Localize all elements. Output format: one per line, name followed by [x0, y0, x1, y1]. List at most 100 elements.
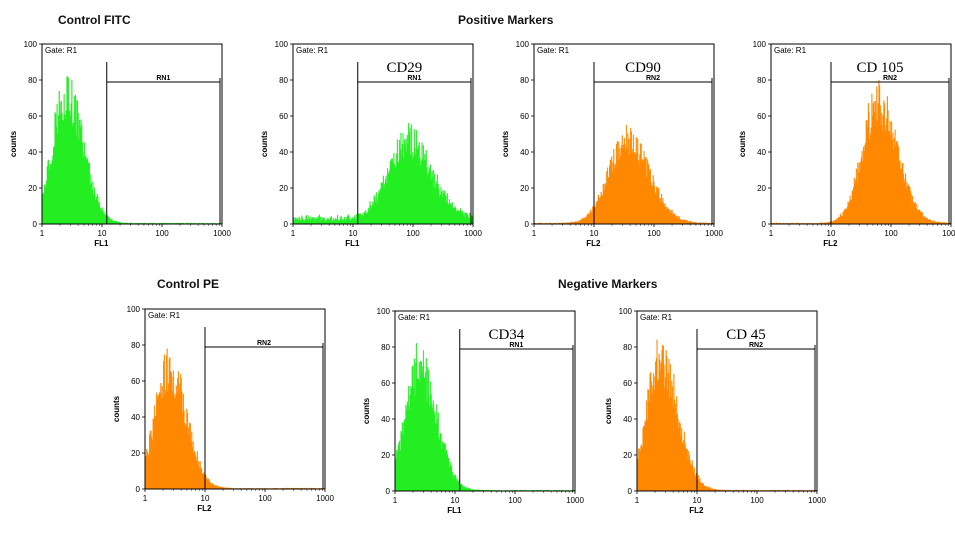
y-tick-label: 40	[381, 415, 390, 424]
y-tick-label: 60	[757, 112, 766, 121]
region-label: RN2	[646, 75, 660, 82]
x-axis-label: FL2	[586, 239, 601, 248]
x-tick-label: 1	[393, 496, 398, 505]
x-tick-label: 100	[750, 496, 764, 505]
gate-label: Gate: R1	[640, 313, 673, 322]
y-tick-label: 40	[131, 413, 140, 422]
y-tick-label: 80	[131, 341, 140, 350]
y-axis-label: counts	[9, 130, 18, 157]
y-tick-label: 100	[275, 40, 289, 49]
y-tick-label: 60	[623, 379, 632, 388]
x-tick-label: 1	[769, 229, 774, 238]
region-label: RN2	[257, 340, 271, 347]
x-axis-label: FL1	[345, 239, 360, 248]
y-tick-label: 0	[33, 220, 38, 229]
histogram-area	[394, 343, 576, 492]
x-tick-label: 1000	[705, 229, 723, 238]
y-tick-label: 0	[762, 220, 767, 229]
y-tick-label: 40	[757, 148, 766, 157]
x-tick-label: 100	[155, 229, 169, 238]
y-tick-label: 100	[24, 40, 38, 49]
region-label: RN2	[883, 75, 897, 82]
x-axis-label: FL2	[823, 239, 838, 248]
y-tick-label: 80	[381, 343, 390, 352]
histogram-area	[41, 76, 223, 225]
histogram-control-fitc: 0 20 40 60 80 100 1 10 100 1000 FL1 counts Gate: R1 R…	[0, 35, 231, 280]
gate-label: Gate: R1	[45, 46, 78, 55]
histogram-area	[533, 124, 715, 225]
y-tick-label: 20	[131, 449, 140, 458]
y-tick-label: 0	[525, 220, 530, 229]
x-tick-label: 1	[532, 229, 537, 238]
plot-frame	[770, 43, 952, 225]
x-tick-label: 10	[98, 229, 107, 238]
histogram-cd34: 0 20 40 60 80 100 1 10 100 1000 FL1 counts Gate: R1 R…	[353, 302, 584, 547]
x-tick-label: 1	[143, 494, 148, 503]
control-pe-heading: Control PE	[157, 277, 219, 291]
x-tick-label: 100	[406, 229, 420, 238]
y-tick-label: 80	[520, 76, 529, 85]
y-tick-label: 20	[520, 184, 529, 193]
y-tick-label: 40	[279, 148, 288, 157]
x-axis-label: FL1	[94, 239, 109, 248]
y-tick-label: 60	[279, 112, 288, 121]
y-tick-label: 80	[28, 76, 37, 85]
x-axis-label: FL2	[197, 504, 212, 513]
histogram-svg: 0 20 40 60 80 100 1 10 100 1000 FL2 counts Gate: R1 R…	[738, 40, 955, 248]
histogram-cd45: 0 20 40 60 80 100 1 10 100 1000 FL2 counts Gate: R1 R…	[595, 302, 826, 547]
x-tick-label: 1000	[464, 229, 482, 238]
x-tick-label: 10	[451, 496, 460, 505]
y-tick-label: 100	[516, 40, 530, 49]
positive-markers-heading: Positive Markers	[458, 13, 554, 27]
x-tick-label: 100	[884, 229, 898, 238]
x-tick-label: 100	[258, 494, 272, 503]
histogram-svg: 0 20 40 60 80 100 1 10 100 1000 FL1 counts Gate: R1 R…	[362, 307, 584, 515]
y-axis-label: counts	[738, 130, 747, 157]
y-tick-label: 20	[381, 451, 390, 460]
y-axis-label: counts	[604, 397, 613, 424]
y-tick-label: 80	[279, 76, 288, 85]
histogram-area	[636, 339, 818, 492]
histogram-svg: 0 20 40 60 80 100 1 10 100 1000 FL1 counts Gate: R1 R…	[9, 40, 231, 248]
marker-label: CD90	[625, 60, 661, 76]
y-tick-label: 20	[279, 184, 288, 193]
marker-label: CD 45	[726, 327, 766, 343]
y-tick-label: 100	[127, 305, 141, 314]
y-tick-label: 60	[381, 379, 390, 388]
marker-label: CD34	[488, 327, 524, 343]
y-tick-label: 60	[28, 112, 37, 121]
x-tick-label: 100	[647, 229, 661, 238]
gate-label: Gate: R1	[774, 46, 807, 55]
x-tick-label: 10	[827, 229, 836, 238]
histogram-svg: 0 20 40 60 80 100 1 10 100 1000 FL2 counts Gate: R1 R…	[501, 40, 723, 248]
y-tick-label: 0	[136, 485, 141, 494]
y-tick-label: 100	[753, 40, 767, 49]
y-tick-label: 40	[28, 148, 37, 157]
y-axis-label: counts	[362, 397, 371, 424]
histogram-cd90: 0 20 40 60 80 100 1 10 100 1000 FL2 counts Gate: R1 R…	[492, 35, 723, 280]
y-tick-label: 80	[757, 76, 766, 85]
plot-frame	[41, 43, 223, 225]
marker-label: CD29	[386, 60, 422, 76]
histogram-svg: 0 20 40 60 80 100 1 10 100 1000 FL1 counts Gate: R1 R…	[260, 40, 482, 248]
x-tick-label: 1	[291, 229, 296, 238]
y-tick-label: 60	[131, 377, 140, 386]
histogram-cd105: 0 20 40 60 80 100 1 10 100 1000 FL2 counts Gate: R1 R…	[729, 35, 955, 280]
y-tick-label: 20	[28, 184, 37, 193]
y-tick-label: 20	[623, 451, 632, 460]
plot-frame	[636, 310, 818, 492]
y-tick-label: 0	[284, 220, 289, 229]
histogram-area	[144, 348, 326, 490]
negative-markers-heading: Negative Markers	[558, 277, 658, 291]
gate-label: Gate: R1	[537, 46, 570, 55]
x-tick-label: 1	[635, 496, 640, 505]
y-tick-label: 100	[619, 307, 633, 316]
x-axis-label: FL1	[447, 506, 462, 515]
y-tick-label: 20	[757, 184, 766, 193]
histogram-area	[292, 123, 474, 225]
region-label: RN1	[407, 75, 421, 82]
histogram-control-pe: 0 20 40 60 80 100 1 10 100 1000 FL2 counts Gate: R1 R…	[103, 300, 334, 545]
gate-label: Gate: R1	[148, 311, 181, 320]
x-tick-label: 1	[40, 229, 45, 238]
x-tick-label: 1000	[316, 494, 334, 503]
